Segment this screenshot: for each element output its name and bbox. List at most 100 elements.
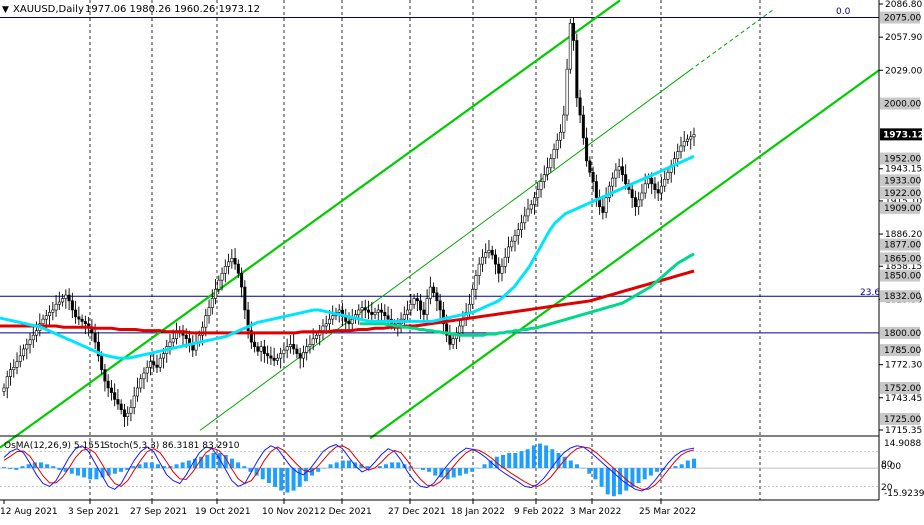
osma-bar <box>112 468 117 474</box>
level-label: 1909.00 <box>884 204 921 214</box>
candle-body <box>630 189 634 198</box>
osma-bar <box>470 468 475 472</box>
candle-body <box>542 174 546 182</box>
level-label-box <box>880 290 920 303</box>
osma-bar <box>217 452 222 469</box>
candle-body <box>565 68 569 116</box>
candle-body <box>96 341 100 357</box>
candle-body <box>500 266 504 274</box>
candle-body <box>487 250 491 253</box>
candle-body <box>659 185 663 194</box>
osma-bar <box>550 449 555 469</box>
moving-averages <box>0 154 695 360</box>
ma-mid-line <box>360 252 695 337</box>
osma-bar <box>260 468 265 480</box>
level-label: 1933.00 <box>884 176 921 186</box>
osma-bar <box>205 454 210 469</box>
candle-body <box>441 309 445 325</box>
osma-bar <box>143 462 148 469</box>
osma-bar <box>63 468 68 472</box>
candle-body <box>171 338 175 343</box>
osma-bar <box>291 468 296 491</box>
osma-bar <box>476 468 481 469</box>
price-tick-label: 1715.35 <box>885 426 922 436</box>
candle-body <box>217 279 221 290</box>
candle-body <box>477 263 481 276</box>
candle-body <box>412 298 416 305</box>
osma-bar <box>581 468 586 469</box>
osma-bar <box>186 460 191 469</box>
candle-body <box>503 256 507 267</box>
candle-body <box>210 298 214 308</box>
candle-body <box>373 311 377 315</box>
level-label: 1952.00 <box>884 155 921 165</box>
candle-body <box>611 177 615 187</box>
candle-body <box>77 316 81 320</box>
level-label-box <box>880 381 920 394</box>
candle-body <box>74 309 78 318</box>
candle-body <box>575 40 579 99</box>
osma-bar <box>599 468 604 487</box>
candle-body <box>490 250 494 256</box>
osma-bar <box>519 451 524 469</box>
candle-body <box>555 139 559 150</box>
level-label: 1832.00 <box>884 292 921 302</box>
candle-body <box>9 369 13 377</box>
candle-body <box>480 256 484 265</box>
candle-body <box>308 344 312 347</box>
candle-body <box>321 325 325 331</box>
candle-body <box>54 303 58 311</box>
osma-bar <box>38 462 43 469</box>
osma-bar <box>57 468 62 470</box>
osma-bar <box>229 458 234 469</box>
level-label: 2075.00 <box>884 14 921 24</box>
candle-body <box>559 131 563 141</box>
candle-body <box>493 254 497 265</box>
osma-bar <box>414 468 419 469</box>
osma-bar <box>254 468 259 476</box>
candle-body <box>676 151 680 159</box>
candle-body <box>158 357 162 368</box>
candle-body <box>28 339 32 345</box>
candle-body <box>236 263 240 274</box>
osma-bar <box>605 468 610 495</box>
time-tick-label: 27 Sep 2021 <box>130 507 187 517</box>
time-tick-label: 27 Dec 2021 <box>388 507 446 517</box>
current-price-label: 1973.12 <box>883 130 924 140</box>
candle-body <box>546 167 550 175</box>
osma-bar <box>106 468 111 476</box>
candle-body <box>93 332 97 343</box>
candle-body <box>448 334 452 345</box>
osma-bar <box>266 468 271 484</box>
candle-body <box>35 330 39 336</box>
candle-body <box>256 346 260 352</box>
candle-body <box>458 325 462 334</box>
candle-body <box>272 357 276 361</box>
candle-body <box>51 309 55 313</box>
candle-body <box>67 294 71 302</box>
price-tick-label: 1858.15 <box>885 262 922 272</box>
candle-body <box>536 189 540 198</box>
candle-body <box>282 349 286 354</box>
level-label: 1752.00 <box>884 384 921 394</box>
collapse-icon[interactable]: ▼ <box>2 5 9 15</box>
level-label-box <box>880 201 920 214</box>
level-label-box <box>880 174 920 187</box>
candle-body <box>572 22 576 41</box>
candle-body <box>562 114 566 133</box>
candle-body <box>422 309 426 315</box>
candle-body <box>523 215 527 224</box>
candle-body <box>288 344 292 347</box>
indicator-panel <box>0 443 879 497</box>
fib-label-mid: 23.6 <box>860 288 880 298</box>
indicator-tick-label: 80 <box>881 460 893 470</box>
candle-body <box>262 346 266 354</box>
candle-body <box>383 311 387 317</box>
candle-body <box>279 353 283 359</box>
candle-body <box>380 309 384 313</box>
osma-label: OsMA(12,26,9) 5.1551 <box>4 441 105 451</box>
osma-bar <box>482 464 487 469</box>
candle-body <box>633 197 637 208</box>
candle-body <box>357 309 361 315</box>
candle-body <box>402 314 406 320</box>
